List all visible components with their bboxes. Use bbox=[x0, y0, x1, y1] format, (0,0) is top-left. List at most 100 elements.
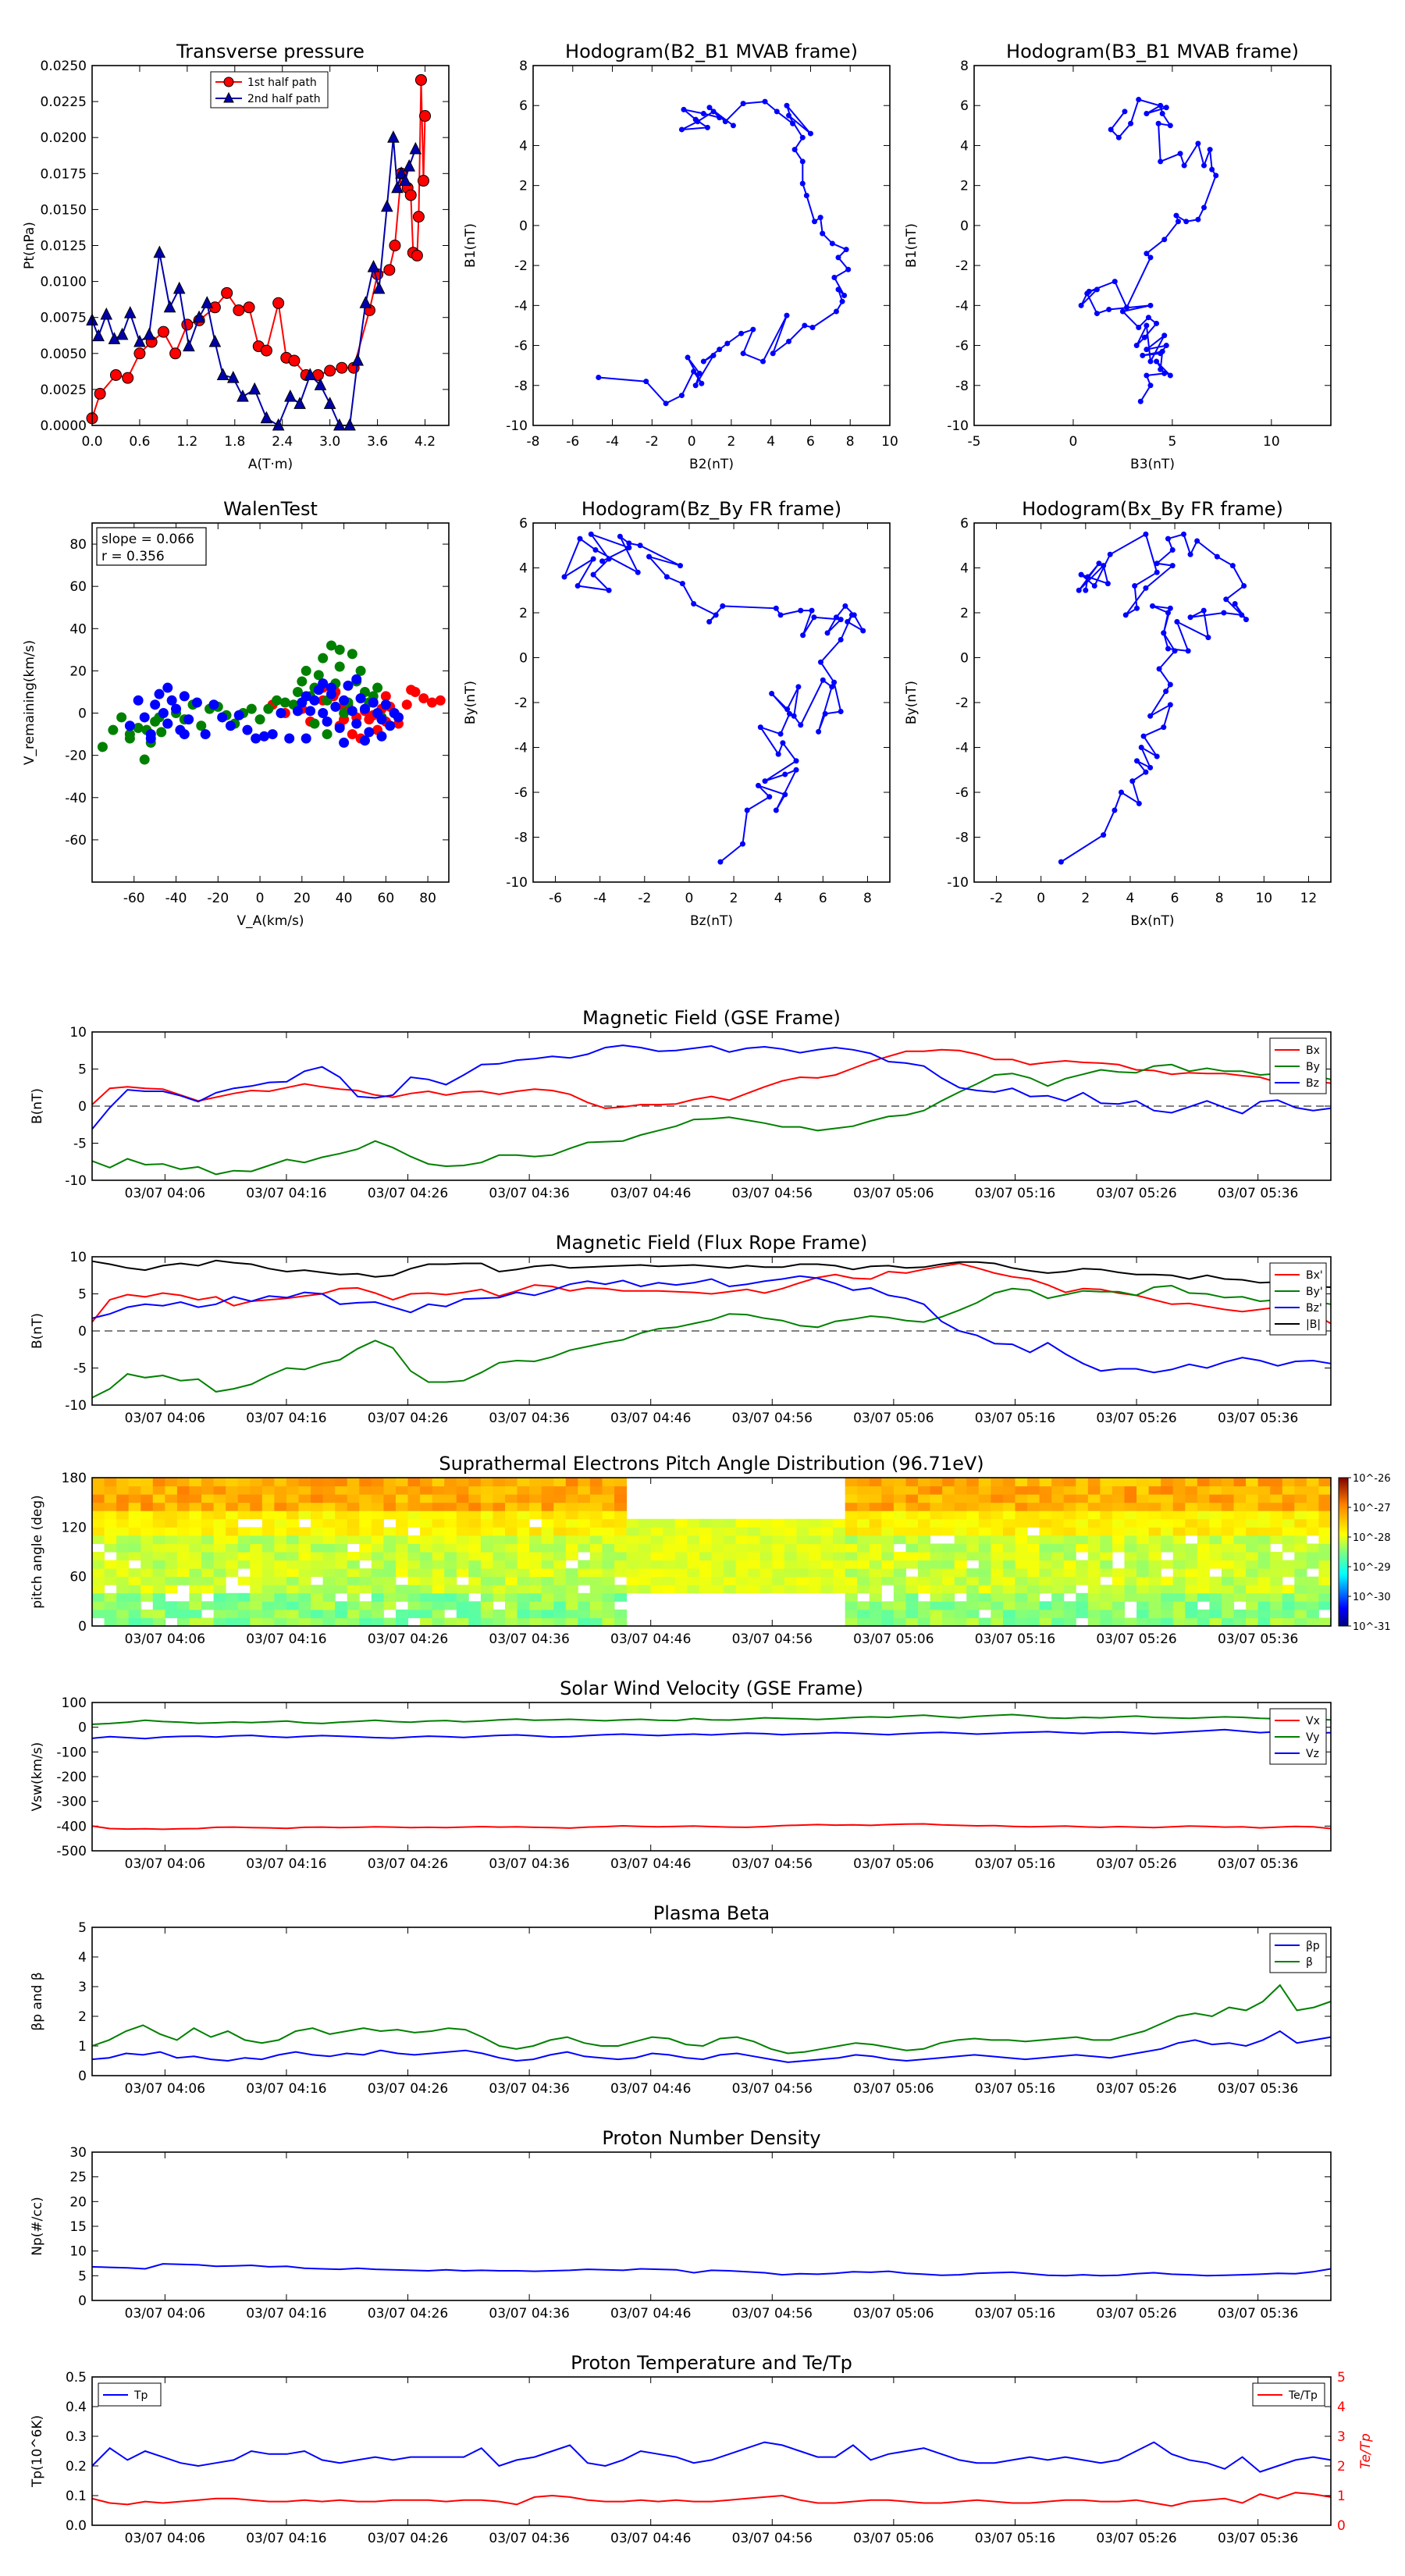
legend-box bbox=[1269, 1933, 1327, 1973]
heatmap-cell bbox=[991, 1617, 1004, 1627]
chart-title: Solar Wind Velocity (GSE Frame) bbox=[560, 1678, 863, 1699]
heatmap-cell bbox=[140, 1576, 154, 1585]
heatmap-cell bbox=[1257, 1552, 1271, 1561]
heatmap-cell bbox=[881, 1518, 895, 1528]
heatmap-cell bbox=[1270, 1609, 1283, 1618]
heatmap-cell bbox=[978, 1527, 991, 1536]
heatmap-cell bbox=[1161, 1560, 1174, 1569]
heatmap-cell bbox=[407, 1576, 421, 1585]
heatmap-cell bbox=[189, 1502, 202, 1511]
hodogram-point bbox=[1119, 308, 1126, 315]
walen-point-blue bbox=[284, 733, 295, 744]
heatmap-cell bbox=[1161, 1485, 1174, 1495]
heatmap-cell bbox=[165, 1494, 178, 1503]
heatmap-cell bbox=[517, 1576, 530, 1585]
heatmap-cell bbox=[1087, 1592, 1101, 1602]
hodogram-point bbox=[678, 393, 685, 399]
hodogram-point bbox=[663, 400, 669, 407]
y-tick-label: 0.0175 bbox=[41, 166, 87, 182]
hodogram-point bbox=[851, 612, 857, 618]
heatmap-cell bbox=[1076, 1601, 1089, 1610]
heatmap-cell bbox=[480, 1585, 493, 1594]
heatmap-cell bbox=[1027, 1617, 1040, 1627]
heatmap-cell bbox=[1148, 1617, 1161, 1627]
walen-point-blue bbox=[200, 729, 211, 740]
heatmap-cell bbox=[250, 1601, 263, 1610]
heatmap-cell bbox=[553, 1502, 567, 1511]
hodogram-point bbox=[710, 109, 717, 115]
heatmap-cell bbox=[1161, 1510, 1174, 1520]
h1-frame bbox=[532, 65, 891, 426]
heatmap-cell bbox=[905, 1601, 919, 1610]
heatmap-cell bbox=[748, 1560, 761, 1569]
hodogram-point bbox=[1172, 648, 1178, 654]
heatmap-cell bbox=[930, 1527, 943, 1536]
heatmap-cell bbox=[261, 1552, 275, 1561]
heatmap-cell bbox=[808, 1560, 822, 1569]
heatmap-cell bbox=[1185, 1601, 1198, 1610]
heatmap-cell bbox=[444, 1617, 457, 1627]
heatmap-cell bbox=[1063, 1510, 1076, 1520]
heatmap-cell bbox=[1002, 1552, 1016, 1561]
heatmap-cell bbox=[395, 1527, 409, 1536]
heatmap-cell bbox=[784, 1535, 797, 1544]
hodogram-point bbox=[795, 684, 802, 690]
heatmap-cell bbox=[213, 1552, 226, 1561]
heatmap-cell bbox=[1209, 1510, 1222, 1520]
heatmap-cell bbox=[1270, 1585, 1283, 1594]
data-point bbox=[100, 307, 113, 320]
heatmap-cell bbox=[1027, 1502, 1040, 1511]
heatmap-cell bbox=[395, 1494, 409, 1503]
heatmap-cell bbox=[176, 1552, 190, 1561]
heatmap-cell bbox=[468, 1502, 482, 1511]
heatmap-cell bbox=[165, 1543, 178, 1553]
heatmap-cell bbox=[383, 1576, 397, 1585]
x-tick-label: 8 bbox=[863, 891, 872, 906]
walen-point-green bbox=[301, 665, 311, 676]
hodogram-point bbox=[1119, 789, 1125, 795]
heatmap-cell bbox=[456, 1502, 469, 1511]
heatmap-cell bbox=[201, 1585, 215, 1594]
heatmap-cell bbox=[468, 1601, 482, 1610]
hodogram-point bbox=[1154, 753, 1160, 760]
hodogram-point bbox=[1115, 134, 1122, 141]
heatmap-cell bbox=[359, 1535, 372, 1544]
heatmap-cell bbox=[578, 1568, 591, 1578]
chart-h1: Hodogram(B2_B1 MVAB frame)-8 -6 -4 -2 0 2 4 6 8 1… bbox=[463, 41, 898, 472]
heatmap-cell bbox=[1197, 1502, 1210, 1511]
y-tick-label: -4 bbox=[955, 741, 969, 756]
heatmap-cell bbox=[942, 1527, 955, 1536]
heatmap-cell bbox=[383, 1585, 397, 1594]
x-tick-label: 03/07 04:36 bbox=[489, 2531, 569, 2546]
heatmap-cell bbox=[942, 1552, 955, 1561]
heatmap-cell bbox=[553, 1592, 567, 1602]
heatmap-cell bbox=[298, 1592, 311, 1602]
heatmap-cell bbox=[529, 1552, 542, 1561]
colorbar bbox=[1338, 1477, 1349, 1627]
walen-point-blue bbox=[330, 701, 341, 712]
heatmap-cell bbox=[1015, 1502, 1028, 1511]
heatmap-cell bbox=[1039, 1478, 1052, 1487]
heatmap-cell bbox=[152, 1552, 165, 1561]
hodogram-point bbox=[860, 628, 866, 634]
heatmap-cell bbox=[565, 1478, 578, 1487]
heatmap-cell bbox=[322, 1568, 336, 1578]
heatmap-cell bbox=[930, 1478, 943, 1487]
hodogram-point bbox=[1163, 105, 1169, 111]
heatmap-cell bbox=[311, 1601, 324, 1610]
hodogram-point bbox=[590, 556, 596, 562]
chart-h3: Hodogram(Bz_By FR frame)-6 -4 -2 0 2 4 6 8-10-8… bbox=[463, 498, 891, 929]
y-tick-label: -4 bbox=[955, 298, 969, 314]
heatmap-cell bbox=[881, 1527, 895, 1536]
hodogram-point bbox=[1144, 251, 1150, 257]
heatmap-cell bbox=[942, 1518, 955, 1528]
y-tick-label: 0 bbox=[519, 219, 528, 234]
y-axis-label: Vsw(km/s) bbox=[30, 1742, 45, 1812]
hodogram-point bbox=[774, 109, 780, 115]
heatmap-cell bbox=[1185, 1518, 1198, 1528]
heatmap-cell bbox=[978, 1576, 991, 1585]
heatmap-cell bbox=[444, 1510, 457, 1520]
series-line-Np bbox=[91, 2263, 1332, 2277]
heatmap-cell bbox=[1306, 1485, 1319, 1495]
y-tick-label: 0.0 bbox=[66, 2518, 87, 2534]
